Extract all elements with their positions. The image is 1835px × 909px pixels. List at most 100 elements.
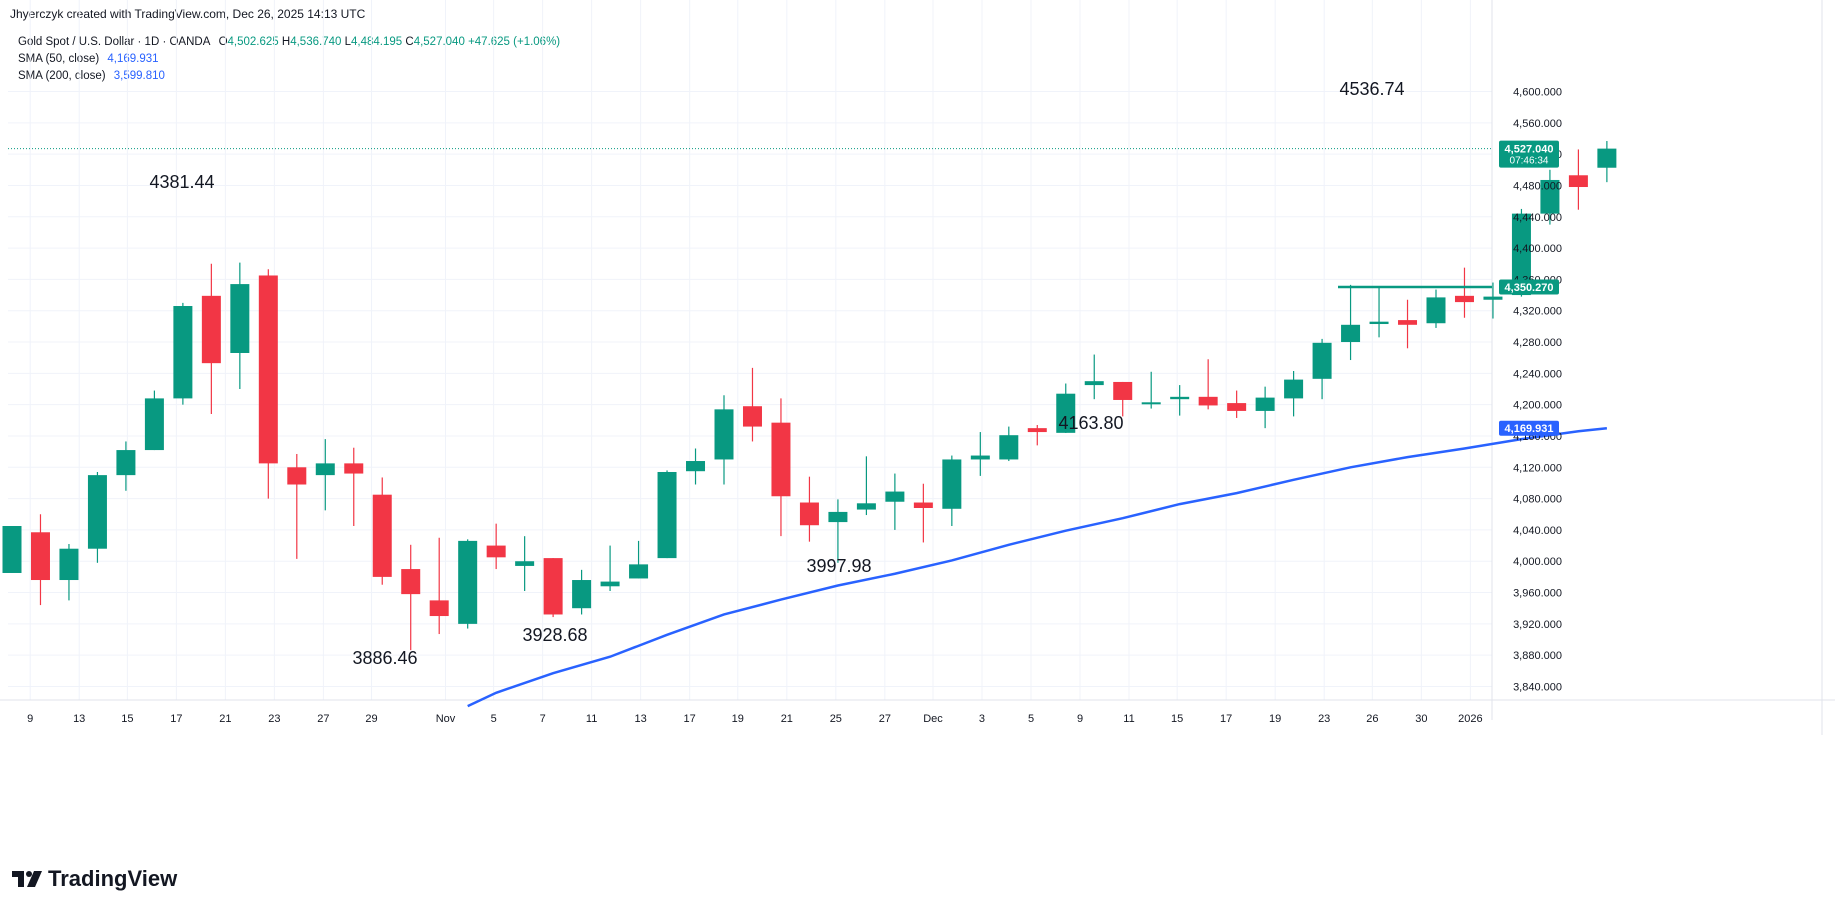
- candle[interactable]: [230, 262, 250, 389]
- candle[interactable]: [799, 476, 819, 542]
- candle[interactable]: [429, 537, 449, 635]
- legend-symbol-row[interactable]: Gold Spot / U.S. Dollar · 1D · OANDA O 4,…: [18, 34, 560, 51]
- candle[interactable]: [1540, 169, 1560, 225]
- candle[interactable]: [572, 569, 592, 615]
- chart-credit: Jhyerczyk created with TradingView.com, …: [10, 7, 366, 21]
- candle[interactable]: [486, 523, 506, 570]
- candle[interactable]: [1426, 289, 1446, 328]
- candle[interactable]: [1170, 385, 1190, 416]
- price-tick-label: 4,600.000: [1513, 87, 1562, 99]
- candle-body: [201, 295, 221, 364]
- time-tick-label: 29: [365, 713, 377, 725]
- time-tick-label: 19: [1269, 713, 1281, 725]
- price-axis: 3,840.000 3,880.000 3,920.000 3,960.000 4,00…: [1499, 87, 1562, 694]
- candle[interactable]: [999, 426, 1019, 462]
- candle[interactable]: [30, 514, 50, 606]
- candle-body: [714, 409, 734, 460]
- candle-body: [1454, 295, 1474, 303]
- legend-sma200-row[interactable]: SMA (200, close) 3,599.810: [18, 68, 560, 85]
- price-tick-label: 3,960.000: [1513, 588, 1562, 600]
- candle[interactable]: [942, 455, 962, 527]
- candle[interactable]: [686, 448, 706, 485]
- candle[interactable]: [1284, 370, 1304, 417]
- candle[interactable]: [1027, 425, 1047, 446]
- time-tick-label: Dec: [923, 713, 943, 725]
- candle[interactable]: [1255, 386, 1275, 429]
- candle[interactable]: [885, 473, 905, 530]
- legend-o-label: O: [218, 36, 228, 48]
- candle[interactable]: [1454, 267, 1474, 318]
- candle[interactable]: [173, 302, 193, 405]
- candle[interactable]: [1141, 371, 1161, 409]
- candle[interactable]: [1312, 338, 1332, 400]
- candle[interactable]: [828, 499, 848, 563]
- candle[interactable]: [287, 453, 307, 559]
- candle-body: [543, 558, 563, 615]
- candle[interactable]: [970, 432, 990, 476]
- candle[interactable]: [2, 526, 22, 573]
- candle-body: [1113, 381, 1133, 400]
- brand-logo[interactable]: TradingView: [12, 866, 177, 892]
- brand-name: TradingView: [48, 866, 178, 891]
- candle[interactable]: [87, 471, 107, 563]
- sma-price-label: 4,169.931: [1505, 423, 1554, 435]
- candle-body: [30, 532, 50, 581]
- candle[interactable]: [771, 398, 791, 537]
- candle-body: [1284, 379, 1304, 399]
- legend-h-value: 4,536.740: [290, 36, 342, 48]
- candle-body: [629, 564, 649, 579]
- candle-body: [458, 540, 478, 624]
- candle-body: [1511, 213, 1531, 296]
- candle[interactable]: [1198, 359, 1218, 410]
- legend-symbol: Gold Spot / U.S. Dollar · 1D · OANDA: [18, 36, 211, 48]
- price-annotation: 4536.74: [1339, 79, 1404, 99]
- candle[interactable]: [1597, 141, 1617, 183]
- candle-body: [401, 569, 421, 595]
- candle[interactable]: [315, 439, 335, 511]
- time-axis: 9 13 15 17 21 23 27 29 Nov 5 7 11 13 17 19 21 25 27 Dec 3 5 9…: [27, 713, 1482, 725]
- candle[interactable]: [600, 545, 620, 591]
- candle[interactable]: [742, 367, 762, 442]
- candle[interactable]: [201, 263, 221, 415]
- price-annotation: 3997.98: [806, 556, 871, 576]
- candle[interactable]: [1341, 284, 1361, 361]
- sma50-line[interactable]: [467, 426, 1608, 708]
- candle[interactable]: [344, 447, 364, 527]
- candle[interactable]: [258, 269, 278, 499]
- candle[interactable]: [116, 441, 136, 491]
- candle-body: [1597, 148, 1617, 168]
- candle[interactable]: [144, 390, 164, 451]
- candle-body: [1568, 175, 1588, 188]
- candle[interactable]: [856, 456, 876, 516]
- candle-body: [657, 471, 677, 559]
- candle[interactable]: [1568, 149, 1588, 210]
- time-tick-label: 9: [27, 713, 33, 725]
- legend-c-label: C: [405, 36, 414, 48]
- candle[interactable]: [714, 395, 734, 485]
- time-tick-label: 21: [781, 713, 793, 725]
- candle[interactable]: [1056, 383, 1076, 433]
- candle[interactable]: [59, 544, 79, 601]
- legend-l-label: L: [344, 36, 351, 48]
- candle[interactable]: [515, 536, 535, 591]
- level-price-tag-bg: [1499, 279, 1559, 295]
- candle-body: [372, 494, 392, 577]
- candle[interactable]: [1227, 390, 1247, 418]
- candle-body: [1056, 393, 1076, 433]
- candle[interactable]: [458, 539, 478, 629]
- candle[interactable]: [543, 558, 563, 618]
- candle[interactable]: [657, 470, 677, 559]
- price-tick-label: 4,320.000: [1513, 306, 1562, 318]
- sma-price-tag-bg: [1499, 420, 1559, 436]
- candle[interactable]: [1369, 287, 1389, 338]
- candle-body: [913, 502, 933, 508]
- candle[interactable]: [372, 477, 392, 585]
- candle[interactable]: [1113, 381, 1133, 417]
- candle[interactable]: [1483, 282, 1503, 319]
- candle[interactable]: [913, 483, 933, 543]
- candle[interactable]: [401, 544, 421, 651]
- candle[interactable]: [629, 540, 649, 579]
- candle[interactable]: [1398, 299, 1418, 349]
- candle[interactable]: [1084, 354, 1104, 400]
